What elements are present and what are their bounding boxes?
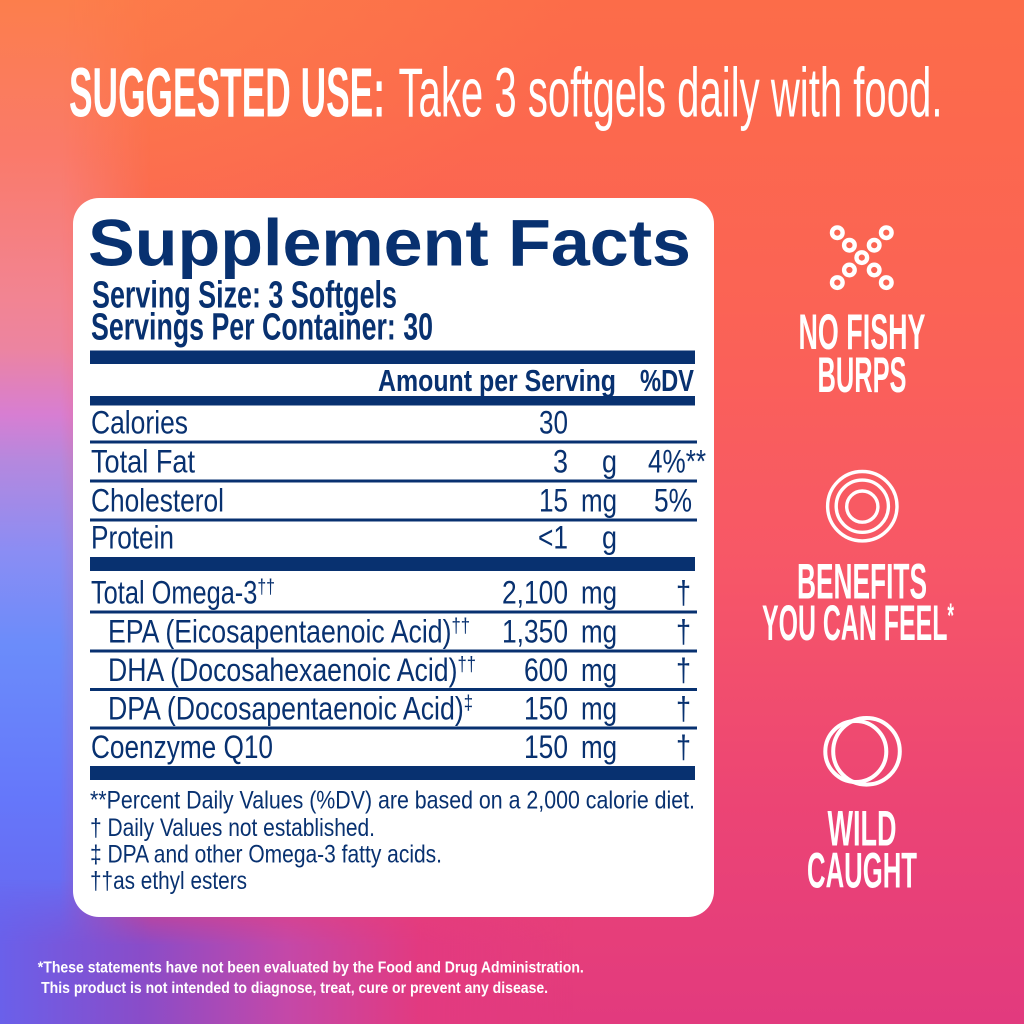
svg-text:†: †: [676, 652, 691, 688]
svg-text:*These statements have not bee: *These statements have not been evaluate…: [38, 959, 584, 976]
svg-text:600: 600: [524, 652, 568, 688]
svg-text:g: g: [602, 444, 617, 480]
svg-text:mg: mg: [581, 575, 617, 611]
svg-text:1,350: 1,350: [502, 614, 568, 650]
svg-text:††as ethyl esters: ††as ethyl esters: [90, 867, 247, 895]
svg-text:†: †: [676, 729, 691, 765]
svg-text:mg: mg: [581, 614, 617, 650]
svg-text:4%**: 4%**: [648, 444, 706, 480]
svg-text:30: 30: [539, 405, 568, 441]
svg-text:150: 150: [524, 729, 568, 765]
svg-text:g: g: [602, 520, 617, 556]
svg-text:Cholesterol: Cholesterol: [91, 483, 224, 519]
svg-text:† Daily Values not established: † Daily Values not established.: [90, 814, 375, 842]
svg-text:DHA (Docosahexaenoic Acid)††: DHA (Docosahexaenoic Acid)††: [108, 652, 476, 688]
svg-text:15: 15: [539, 483, 568, 519]
svg-text:mg: mg: [581, 691, 617, 727]
svg-text:Calories: Calories: [91, 405, 188, 441]
svg-text:<1: <1: [538, 520, 568, 556]
svg-text:Total Omega-3††: Total Omega-3††: [91, 575, 275, 611]
svg-text:CAUGHT: CAUGHT: [807, 843, 917, 899]
svg-text:mg: mg: [581, 483, 617, 519]
svg-text:†: †: [676, 575, 691, 611]
svg-text:Total Fat: Total Fat: [91, 444, 195, 480]
svg-text:This product is not intended t: This product is not intended to diagnose…: [41, 980, 548, 997]
svg-text:Coenzyme Q10: Coenzyme Q10: [91, 729, 273, 765]
svg-text:5%: 5%: [654, 483, 692, 519]
svg-text:‡ DPA and other Omega-3 fatty: ‡ DPA and other Omega-3 fatty acids.: [90, 841, 442, 869]
svg-text:WILD: WILD: [828, 801, 897, 857]
svg-text:**Percent Daily Values (%DV) a: **Percent Daily Values (%DV) are based o…: [90, 787, 695, 815]
svg-text:Amount per Serving: Amount per Serving: [378, 364, 616, 398]
svg-text:mg: mg: [581, 652, 617, 688]
svg-text:†: †: [676, 691, 691, 727]
svg-text:Supplement Facts: Supplement Facts: [88, 206, 691, 280]
svg-text:SUGGESTED USE:: SUGGESTED USE:: [69, 54, 385, 132]
svg-text:3: 3: [553, 444, 568, 480]
svg-text:2,100: 2,100: [502, 575, 568, 611]
svg-text:BENEFITS: BENEFITS: [797, 554, 927, 610]
svg-text:DPA (Docosapentaenoic Acid)‡: DPA (Docosapentaenoic Acid)‡: [108, 691, 473, 727]
svg-text:150: 150: [524, 691, 568, 727]
svg-text:mg: mg: [581, 729, 617, 765]
svg-text:%DV: %DV: [640, 364, 695, 398]
svg-text:Servings Per Container: 30: Servings Per Container: 30: [91, 307, 433, 349]
svg-text:EPA (Eicosapentaenoic Acid)††: EPA (Eicosapentaenoic Acid)††: [108, 614, 470, 650]
svg-text:Take 3 softgels daily with foo: Take 3 softgels daily with food.: [399, 54, 943, 132]
svg-text:YOU CAN FEEL*: YOU CAN FEEL*: [762, 595, 954, 651]
svg-text:†: †: [676, 614, 691, 650]
svg-text:BURPS: BURPS: [818, 347, 907, 403]
svg-text:Protein: Protein: [91, 520, 174, 556]
svg-text:Serving Size: 3 Softgels: Serving Size: 3 Softgels: [92, 274, 397, 316]
svg-text:NO FISHY: NO FISHY: [799, 304, 926, 360]
